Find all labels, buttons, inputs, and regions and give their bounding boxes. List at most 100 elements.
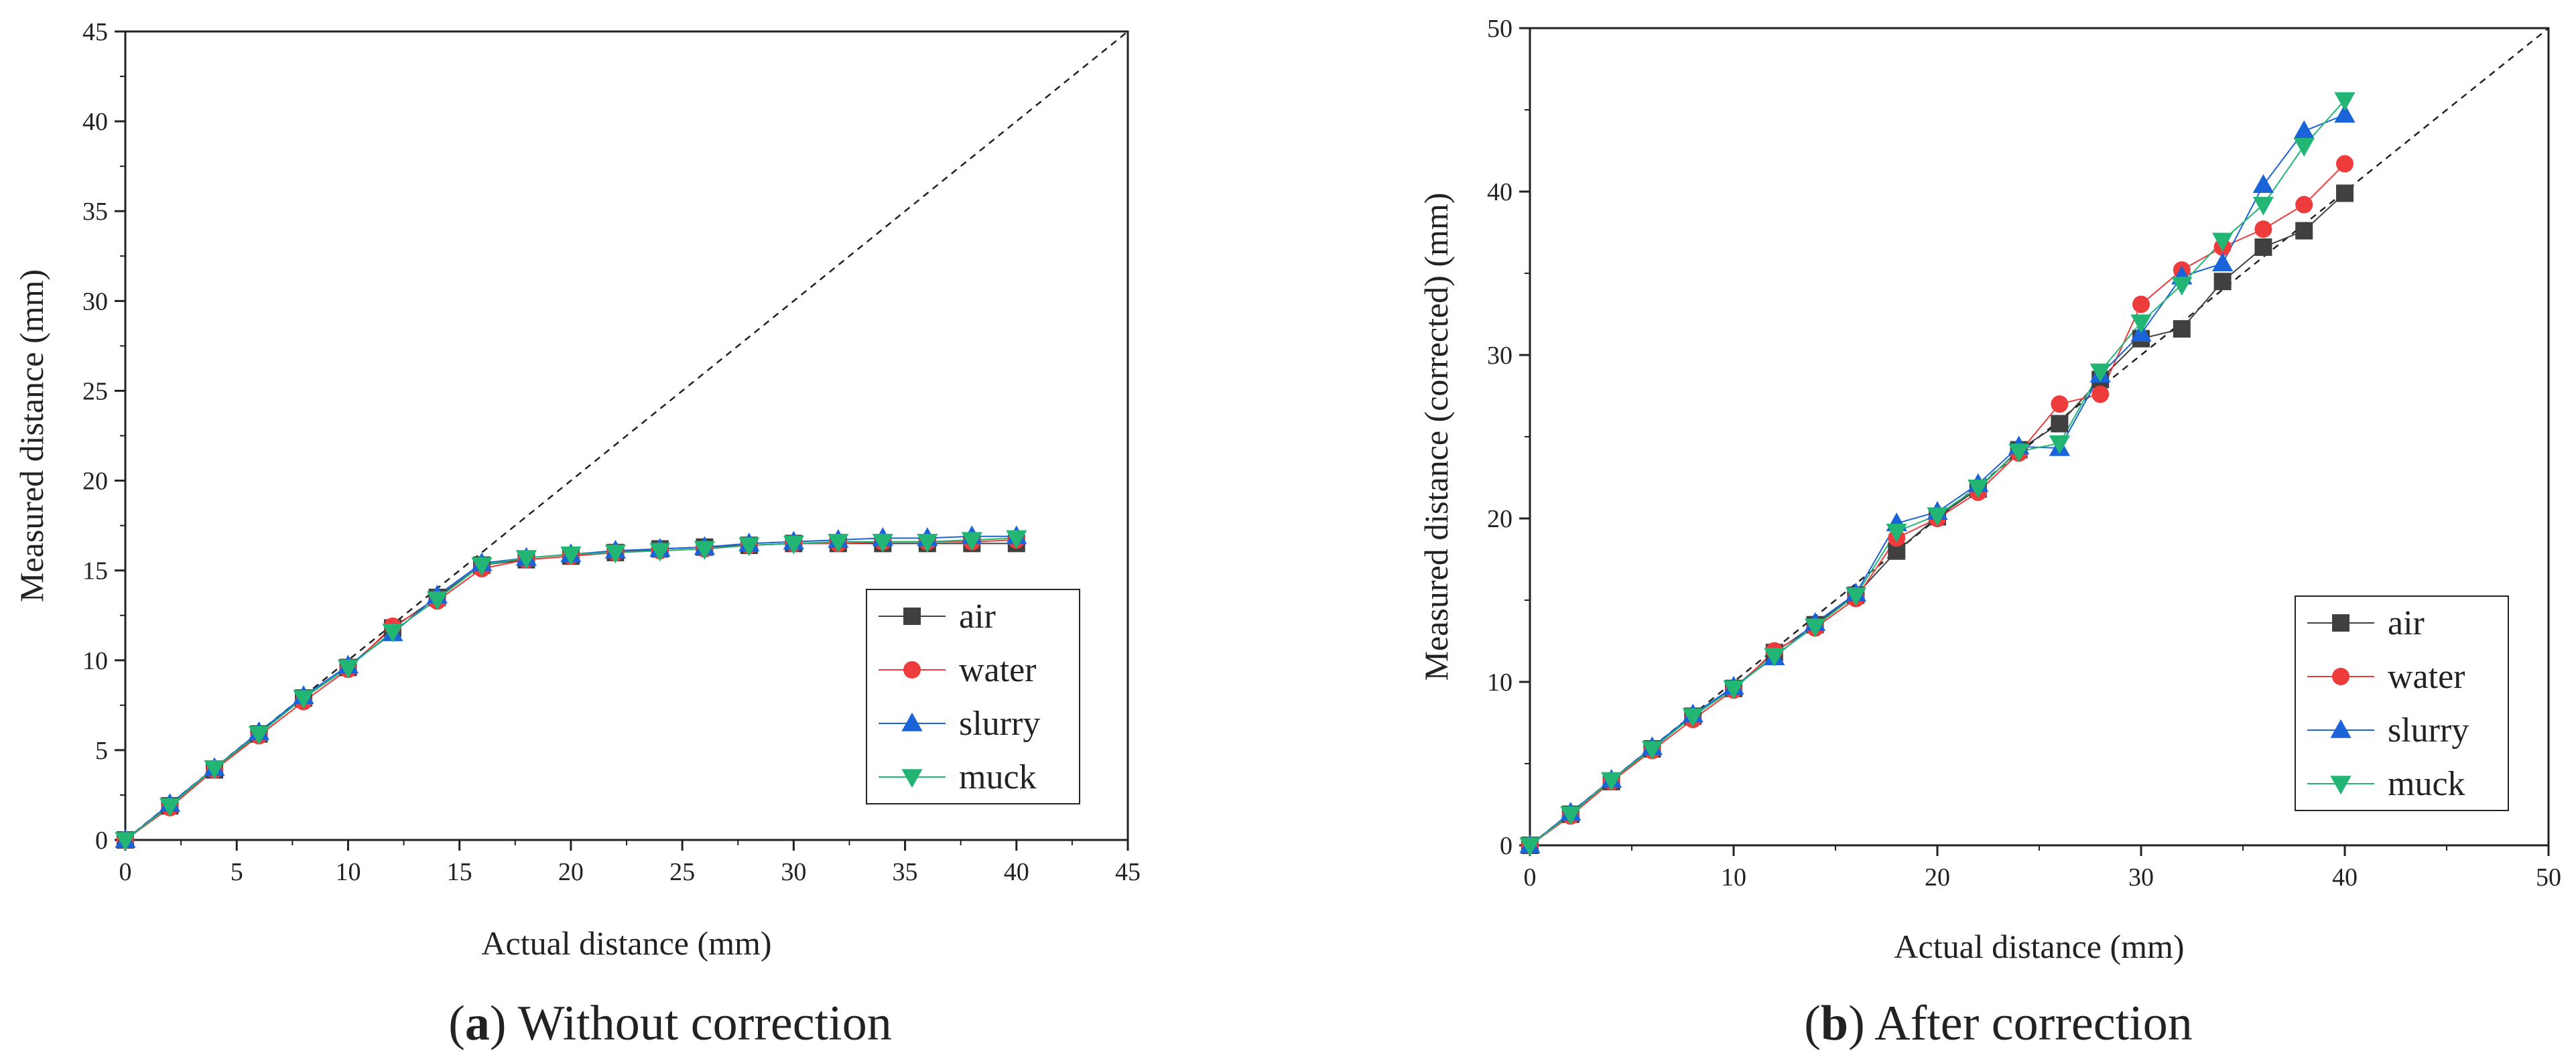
legend-label-slurry: slurry	[2388, 711, 2469, 750]
caption-b-close: )	[1848, 996, 1865, 1051]
x-axis-label: Actual distance (mm)	[481, 924, 771, 962]
y-tick-label: 15	[82, 557, 108, 585]
data-point-muck	[2171, 277, 2193, 296]
y-axis-label: Measured distance (mm)	[13, 269, 50, 602]
data-point-muck	[115, 832, 136, 851]
data-point-water	[2132, 295, 2150, 313]
data-point-muck	[2212, 232, 2234, 252]
x-tick-label: 20	[558, 858, 584, 886]
data-point-muck	[961, 532, 982, 551]
data-point-muck	[2049, 435, 2070, 455]
caption-b: (b) After correction	[1804, 996, 2192, 1051]
legend-marker-air	[2332, 614, 2349, 632]
y-tick-label: 5	[95, 737, 108, 765]
legend-label-air: air	[959, 597, 996, 636]
data-point-muck	[738, 537, 760, 557]
legend-box	[866, 589, 1080, 804]
data-point-muck	[204, 760, 225, 779]
data-point-muck	[337, 659, 359, 679]
data-point-muck	[426, 591, 448, 610]
x-tick-label: 10	[335, 858, 361, 886]
y-tick-label: 50	[1487, 15, 1512, 43]
caption-a: (a) Without correction	[448, 996, 891, 1051]
caption-a-text: Without correction	[507, 996, 892, 1051]
data-point-water	[2336, 155, 2354, 173]
data-point-water	[2091, 385, 2110, 403]
legend-marker-water	[903, 661, 921, 679]
legend-label-muck: muck	[959, 758, 1037, 796]
y-tick-label: 45	[82, 18, 108, 46]
data-point-air	[2254, 238, 2272, 256]
x-tick-label: 10	[1721, 863, 1746, 892]
data-point-muck	[2252, 196, 2274, 216]
reference-line-y-equals-x	[125, 31, 1129, 841]
y-tick-label: 20	[1487, 505, 1512, 533]
data-point-muck	[694, 541, 715, 560]
x-tick-label: 45	[1115, 858, 1141, 886]
x-tick-label: 20	[1925, 863, 1950, 892]
data-point-air	[2173, 320, 2191, 338]
legend-marker-slurry	[2330, 719, 2352, 738]
x-tick-label: 30	[781, 858, 806, 886]
data-point-slurry	[2212, 253, 2234, 272]
data-point-muck	[1845, 587, 1866, 606]
data-point-muck	[1805, 618, 1826, 638]
data-point-slurry	[2293, 120, 2315, 139]
data-point-muck	[2334, 92, 2356, 111]
legend-marker-water	[2332, 668, 2349, 685]
y-tick-label: 25	[82, 377, 108, 405]
legend-marker-muck	[2330, 776, 2352, 795]
y-tick-label: 30	[82, 287, 108, 315]
x-tick-label: 40	[2332, 863, 2358, 892]
data-point-muck	[1601, 772, 1622, 791]
data-point-muck	[649, 543, 671, 562]
legend-marker-air	[903, 608, 921, 625]
data-point-muck	[1519, 837, 1541, 857]
legend-marker-muck	[901, 769, 923, 788]
data-point-muck	[2130, 314, 2152, 334]
data-point-muck	[1968, 479, 1989, 498]
data-point-muck	[471, 557, 493, 576]
caption-b-letter: b	[1821, 996, 1848, 1051]
x-tick-label: 50	[2536, 863, 2561, 892]
series-line-slurry	[1529, 114, 2345, 846]
caption-b-open: (	[1804, 996, 1821, 1051]
y-axis-label: Measured distance (corrected) (mm)	[1417, 193, 1455, 681]
data-point-muck	[872, 534, 893, 553]
data-point-muck	[1886, 523, 1907, 543]
y-tick-label: 10	[1487, 668, 1512, 697]
data-point-water	[2051, 395, 2069, 413]
legend-label-water: water	[2388, 658, 2465, 696]
y-tick-label: 40	[1487, 178, 1512, 206]
data-point-muck	[604, 545, 626, 564]
caption-a-open: (	[448, 996, 465, 1051]
data-point-muck	[159, 798, 181, 817]
data-point-muck	[917, 534, 938, 553]
y-tick-label: 0	[1500, 832, 1512, 860]
data-point-muck	[515, 550, 537, 569]
data-point-muck	[1723, 681, 1744, 700]
data-point-air	[1888, 542, 1906, 560]
y-tick-label: 20	[82, 468, 108, 496]
legend-label-muck: muck	[2388, 765, 2465, 803]
data-point-muck	[248, 726, 270, 745]
x-tick-label: 0	[119, 858, 132, 886]
x-tick-label: 25	[669, 858, 695, 886]
data-point-muck	[382, 624, 403, 643]
data-point-muck	[2293, 137, 2315, 157]
x-tick-label: 0	[1524, 863, 1537, 892]
data-point-muck	[783, 535, 804, 555]
legend-label-slurry: slurry	[959, 705, 1040, 743]
x-tick-label: 15	[447, 858, 472, 886]
y-tick-label: 30	[1487, 342, 1512, 370]
x-axis-label: Actual distance (mm)	[1894, 928, 2184, 965]
series-line-muck	[1529, 99, 2345, 846]
y-tick-label: 10	[82, 647, 108, 675]
chart-panel-a: 0 5 10 15 20 25 30 35 40 45 0 5 10 15 20 25 30 35 40 45 Actu…	[13, 18, 1141, 962]
data-point-muck	[1560, 806, 1582, 825]
data-point-muck	[2089, 363, 2111, 382]
data-point-muck	[293, 690, 314, 709]
data-point-muck	[1641, 741, 1663, 760]
x-tick-label: 5	[231, 858, 243, 886]
